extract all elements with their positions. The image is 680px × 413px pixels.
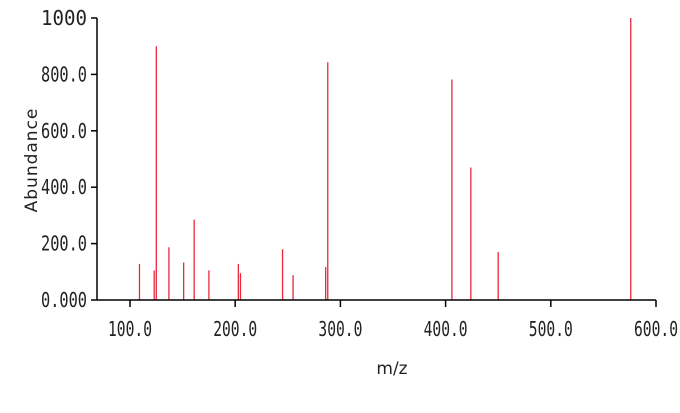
y-tick-label: 600.0 (41, 119, 87, 143)
y-tick-label: 800.0 (41, 62, 87, 86)
peaks-layer (138, 18, 632, 300)
y-tick-label: 400.0 (41, 175, 87, 199)
x-tick-label: 400.0 (424, 317, 468, 341)
y-tick-label: 0.000 (41, 288, 87, 312)
y-ticks: 0.000 200.0 400.0 600.0 800.0 1000 (41, 6, 97, 312)
x-ticks: 100.0 200.0 300.0 400.0 500.0 600.0 (108, 300, 678, 341)
x-tick-label: 100.0 (108, 317, 152, 341)
y-tick-label: 1000 (41, 6, 87, 30)
y-axis-title: Abundance (22, 108, 42, 213)
x-tick-label: 600.0 (634, 317, 678, 341)
y-tick-label: 200.0 (41, 232, 87, 256)
x-tick-label: 500.0 (529, 317, 573, 341)
x-axis-title: m/z (376, 359, 407, 379)
x-tick-label: 200.0 (213, 317, 257, 341)
x-tick-label: 300.0 (318, 317, 362, 341)
